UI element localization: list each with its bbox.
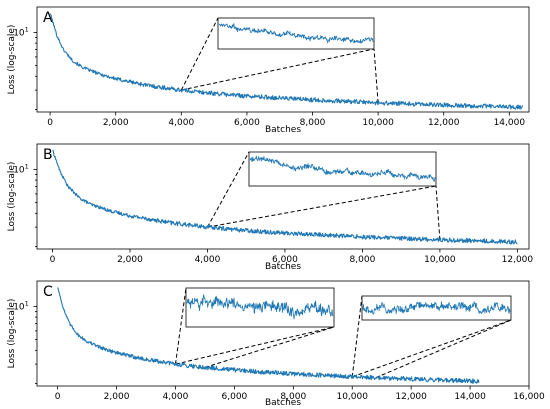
panel-c-xtick-label: 16,000	[513, 392, 545, 402]
panel-c-series	[57, 287, 480, 384]
panel-c-ticks: 0 2,000 4,000 6,000 8,000 10,000 12,000 14,000 1…	[13, 299, 545, 402]
panel-a-xtick-label: 4,000	[168, 118, 194, 128]
panel-c-zoom-connector	[204, 326, 335, 368]
panel-c-xlabel: Batches	[265, 398, 301, 408]
panel-a-axes-frame	[36, 6, 530, 113]
panel-c-xtick-label: 0	[55, 392, 61, 402]
panel-c-zoom-lines	[174, 287, 512, 379]
panel-a-xtick-label: 10,000	[362, 118, 394, 128]
panel-a-zoom-connector	[180, 17, 219, 91]
panel-c-zoom-connector	[352, 319, 512, 378]
panel-c-xtick-label: 12,000	[395, 392, 427, 402]
panel-c-insets	[185, 287, 512, 328]
panel-c-xtick-label: 6,000	[222, 392, 248, 402]
panel-b-xtick-label: 0	[50, 255, 56, 265]
panel-a-zoom-connector	[373, 48, 379, 103]
panel-b: B 0 2,000 4,000 6,000 8,000 10,000 12,000 101 L…	[7, 143, 533, 272]
panel-c-zoom-inset-series	[362, 301, 511, 315]
panel-b-zoom-lines	[207, 151, 441, 240]
panel-a-zoom-connector	[181, 48, 375, 91]
panel-c-xtick-label: 10,000	[336, 392, 368, 402]
panel-b-xtick-label: 6,000	[272, 255, 298, 265]
panel-c-ylabel: Loss (log-scale)	[7, 299, 17, 369]
panel-a: A 0 2,000 4,000 6,000 8,000 10,000 12,000 14,00…	[7, 6, 530, 135]
panel-c-xtick-label: 4,000	[163, 392, 189, 402]
panel-b-insets	[248, 151, 437, 187]
panel-a-ylabel: Loss (log-scale)	[7, 25, 17, 95]
panel-c-ytick-label: 101	[13, 299, 29, 312]
panel-letter-b: B	[43, 147, 53, 163]
panel-b-zoom-connector	[435, 185, 441, 240]
panel-c-zoom-connector	[174, 287, 187, 365]
panel-a-xtick-label: 14,000	[494, 118, 526, 128]
panel-a-xtick-label: 2,000	[103, 118, 129, 128]
panel-a-series	[49, 13, 523, 110]
panel-a-zoom-lines	[180, 17, 379, 103]
panel-a-zoom-inset-series	[218, 23, 374, 44]
panel-c-zoom-inset-series	[186, 294, 334, 320]
panel-b-xtick-label: 10,000	[424, 255, 456, 265]
panel-b-xtick-label: 12,000	[502, 255, 534, 265]
panel-c-xtick-label: 8,000	[280, 392, 306, 402]
panel-c-zoom-connector	[351, 295, 363, 377]
panel-c-xtick-label: 14,000	[454, 392, 486, 402]
panel-a-zoom-inset-frame	[217, 17, 375, 50]
panel-b-zoom-inset-frame	[248, 151, 437, 187]
panel-b-xtick-label: 8,000	[350, 255, 376, 265]
panel-a-ytick-label: 101	[13, 25, 29, 38]
panel-b-ticks: 0 2,000 4,000 6,000 8,000 10,000 12,000 101	[13, 162, 533, 265]
panel-a-ticks: 0 2,000 4,000 6,000 8,000 10,000 12,000 14,000 1…	[13, 25, 525, 128]
panel-a-loss-series-0	[49, 13, 523, 110]
panel-b-zoom-connector	[207, 185, 437, 228]
panel-c-axes-frame	[36, 280, 530, 387]
panel-b-ytick-label: 101	[13, 162, 29, 175]
panel-letter-c: C	[43, 284, 53, 300]
panel-b-axes-frame	[36, 143, 530, 250]
panel-b-zoom-connector	[207, 151, 250, 228]
panel-a-xtick-label: 8,000	[300, 118, 326, 128]
panel-a-xtick-label: 0	[47, 118, 53, 128]
panel-b-ylabel: Loss (log-scale)	[7, 162, 17, 232]
panel-letter-a: A	[43, 10, 53, 26]
panel-c-zoom-connector	[175, 326, 335, 365]
panel-b-loss-series-0	[52, 149, 518, 245]
panel-b-series	[52, 149, 518, 245]
panel-c-loss-series-0	[57, 287, 480, 384]
panel-c: C 0 2,000 4,000 6,000 8,000 10,000 12,000 14,00…	[7, 280, 545, 408]
panel-a-insets	[217, 17, 375, 50]
panel-c-xtick-label: 2,000	[104, 392, 130, 402]
panel-a-xtick-label: 6,000	[234, 118, 260, 128]
panel-b-xtick-label: 4,000	[195, 255, 221, 265]
panel-c-zoom-connector	[375, 319, 512, 379]
panel-b-xlabel: Batches	[265, 262, 301, 272]
panel-a-xlabel: Batches	[265, 125, 301, 135]
panel-b-xtick-label: 2,000	[117, 255, 143, 265]
panel-b-zoom-inset-series	[249, 155, 436, 182]
panel-a-xtick-label: 12,000	[428, 118, 460, 128]
